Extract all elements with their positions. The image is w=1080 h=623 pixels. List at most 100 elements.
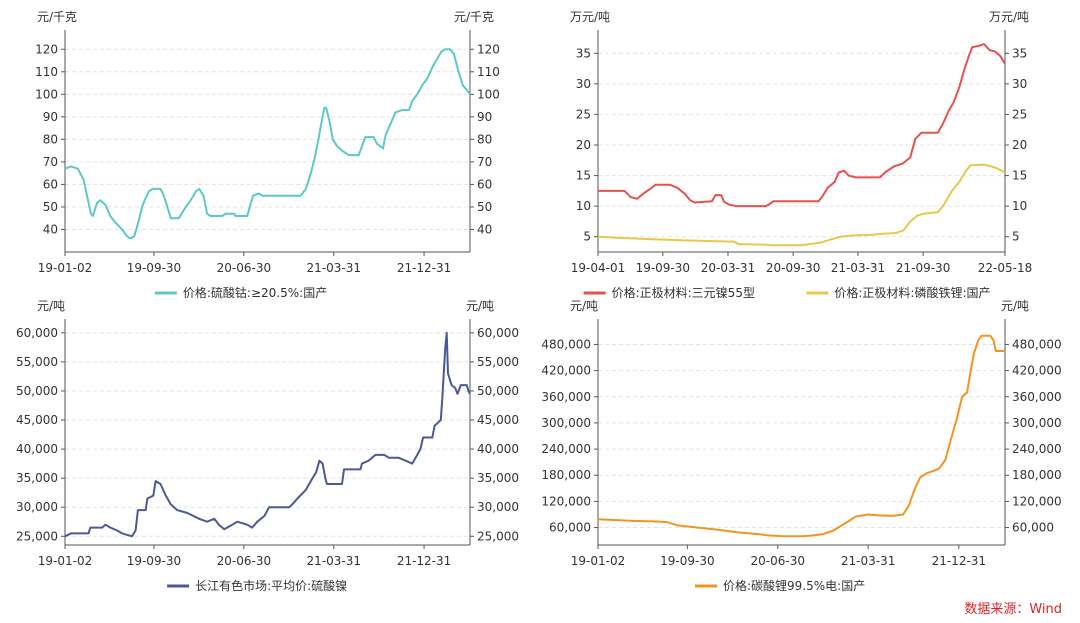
series-line-1 — [64, 48, 471, 240]
y-tick-label-left: 60,000 — [549, 521, 591, 535]
y-tick-label-left: 55,000 — [16, 355, 58, 369]
y-tick-label-right: 180,000 — [1012, 468, 1062, 482]
x-tick-label: 20-06-30 — [217, 554, 271, 568]
chart-2: 5 5 10 10 15 15 20 20 25 25 30 30 35 35 19-04-01 19-09-… — [570, 10, 1032, 300]
y-tick-label-left: 60 — [43, 177, 58, 191]
y-tick-label-right: 40,000 — [477, 442, 519, 456]
y-tick-label-right: 80 — [477, 132, 492, 146]
y-tick-label-right: 360,000 — [1012, 390, 1062, 404]
y-tick-label-left: 50 — [43, 200, 58, 214]
y-tick-label-right: 60,000 — [1012, 521, 1054, 535]
y-unit-left: 万元/吨 — [570, 10, 610, 24]
y-tick-label-left: 45,000 — [16, 413, 58, 427]
chart-3: 25,000 25,000 30,000 30,000 35,000 35,000 40,0… — [16, 299, 519, 593]
y-tick-label-right: 30 — [1012, 77, 1027, 91]
y-tick-label-right: 60 — [477, 177, 492, 191]
y-tick-label-right: 90 — [477, 110, 492, 124]
y-tick-label-right: 5 — [1012, 230, 1020, 244]
y-unit-left: 元/吨 — [37, 299, 65, 313]
y-tick-label-left: 40 — [43, 222, 58, 236]
y-tick-label-left: 10 — [576, 199, 591, 213]
y-tick-label-right: 110 — [477, 65, 500, 79]
y-tick-label-left: 240,000 — [541, 442, 591, 456]
y-tick-label-left: 5 — [583, 230, 591, 244]
y-tick-label-left: 30,000 — [16, 500, 58, 514]
y-tick-label-right: 60,000 — [477, 326, 519, 340]
x-tick-label: 19-01-02 — [571, 554, 625, 568]
y-tick-label-right: 45,000 — [477, 413, 519, 427]
y-tick-label-left: 120 — [35, 42, 58, 56]
y-tick-label-right: 480,000 — [1012, 337, 1062, 351]
y-tick-label-right: 25,000 — [477, 529, 519, 543]
legend-label-2: 价格:正极材料:磷酸铁锂:国产 — [834, 285, 990, 300]
y-unit-right: 元/吨 — [1001, 299, 1029, 313]
chart-1: 40 40 50 50 60 60 70 70 80 80 90 90 100 100 110 110 120 1… — [35, 10, 500, 300]
x-tick-label: 19-04-01 — [571, 261, 625, 275]
y-tick-label-right: 30,000 — [477, 500, 519, 514]
y-tick-label-right: 10 — [1012, 199, 1027, 213]
x-tick-label: 19-09-30 — [127, 261, 181, 275]
x-tick-label: 22-05-18 — [978, 261, 1032, 275]
y-tick-label-right: 35,000 — [477, 471, 519, 485]
y-tick-label-left: 50,000 — [16, 384, 58, 398]
y-tick-label-left: 360,000 — [541, 390, 591, 404]
legend-label-1: 价格:碳酸锂99.5%电:国产 — [723, 578, 865, 593]
chart-4: 60,000 60,000 120,000 120,000 180,000 180,000… — [541, 299, 1061, 593]
y-tick-label-right: 120,000 — [1012, 494, 1062, 508]
x-tick-label: 21-03-31 — [307, 261, 361, 275]
y-tick-label-right: 120 — [477, 42, 500, 56]
x-tick-label: 21-12-31 — [932, 554, 986, 568]
y-tick-label-left: 30 — [576, 77, 591, 91]
x-tick-label: 21-03-31 — [831, 261, 885, 275]
y-unit-right: 元/千克 — [454, 10, 494, 24]
y-tick-label-right: 100 — [477, 87, 500, 101]
x-tick-label: 19-01-02 — [38, 261, 92, 275]
y-tick-label-left: 120,000 — [541, 494, 591, 508]
x-tick-label: 19-01-02 — [38, 554, 92, 568]
y-tick-label-right: 25 — [1012, 107, 1027, 121]
legend-label-1: 价格:正极材料:三元镍55型 — [612, 285, 755, 300]
y-tick-label-left: 300,000 — [541, 416, 591, 430]
y-tick-label-right: 70 — [477, 155, 492, 169]
x-tick-label: 20-03-31 — [701, 261, 755, 275]
x-tick-label: 21-03-31 — [841, 554, 895, 568]
series-line-1 — [598, 43, 1006, 208]
y-tick-label-left: 25 — [576, 107, 591, 121]
y-tick-label-right: 55,000 — [477, 355, 519, 369]
y-tick-label-left: 20 — [576, 138, 591, 152]
legend-label-1: 价格:硫酸钴:≥20.5%:国产 — [183, 285, 327, 300]
y-tick-label-left: 420,000 — [541, 364, 591, 378]
y-tick-label-left: 15 — [576, 169, 591, 183]
x-tick-label: 19-09-30 — [660, 554, 714, 568]
series-line-2 — [597, 163, 1006, 247]
data-source-label: 数据来源：Wind — [964, 602, 1062, 617]
x-tick-label: 20-09-30 — [766, 261, 820, 275]
y-tick-label-left: 100 — [35, 87, 58, 101]
x-tick-label: 21-09-30 — [896, 261, 950, 275]
y-tick-label-left: 90 — [43, 110, 58, 124]
y-tick-label-left: 35 — [576, 46, 591, 60]
y-tick-label-left: 480,000 — [541, 337, 591, 351]
y-tick-label-left: 110 — [35, 65, 58, 79]
y-unit-left: 元/吨 — [570, 299, 598, 313]
series-line-1 — [64, 331, 471, 538]
y-unit-left: 元/千克 — [37, 10, 77, 24]
legend-label-1: 长江有色市场:平均价:硫酸镍 — [195, 578, 347, 593]
y-tick-label-right: 35 — [1012, 46, 1027, 60]
y-tick-label-right: 40 — [477, 222, 492, 236]
x-tick-label: 19-09-30 — [636, 261, 690, 275]
y-tick-label-right: 300,000 — [1012, 416, 1062, 430]
y-tick-label-right: 420,000 — [1012, 364, 1062, 378]
x-tick-label: 21-12-31 — [397, 554, 451, 568]
x-tick-label: 20-06-30 — [751, 554, 805, 568]
x-tick-label: 19-09-30 — [127, 554, 181, 568]
y-tick-label-left: 40,000 — [16, 442, 58, 456]
y-tick-label-left: 60,000 — [16, 326, 58, 340]
y-tick-label-right: 20 — [1012, 138, 1027, 152]
y-tick-label-right: 15 — [1012, 169, 1027, 183]
y-tick-label-right: 240,000 — [1012, 442, 1062, 456]
y-tick-label-left: 25,000 — [16, 529, 58, 543]
y-tick-label-right: 50,000 — [477, 384, 519, 398]
x-tick-label: 20-06-30 — [217, 261, 271, 275]
